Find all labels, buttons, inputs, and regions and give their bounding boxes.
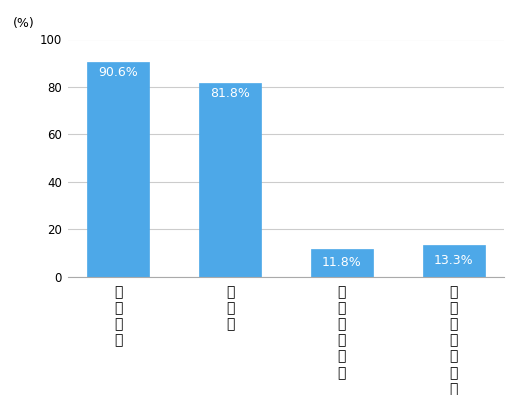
- Bar: [423, 245, 485, 276]
- Text: 81.8%: 81.8%: [210, 87, 250, 100]
- Text: 13.3%: 13.3%: [434, 254, 474, 267]
- Bar: [311, 248, 373, 276]
- Y-axis label: (%): (%): [13, 17, 35, 30]
- Bar: [199, 83, 261, 276]
- Text: 90.6%: 90.6%: [98, 66, 138, 79]
- Bar: [87, 62, 149, 276]
- Text: 11.8%: 11.8%: [322, 256, 362, 269]
